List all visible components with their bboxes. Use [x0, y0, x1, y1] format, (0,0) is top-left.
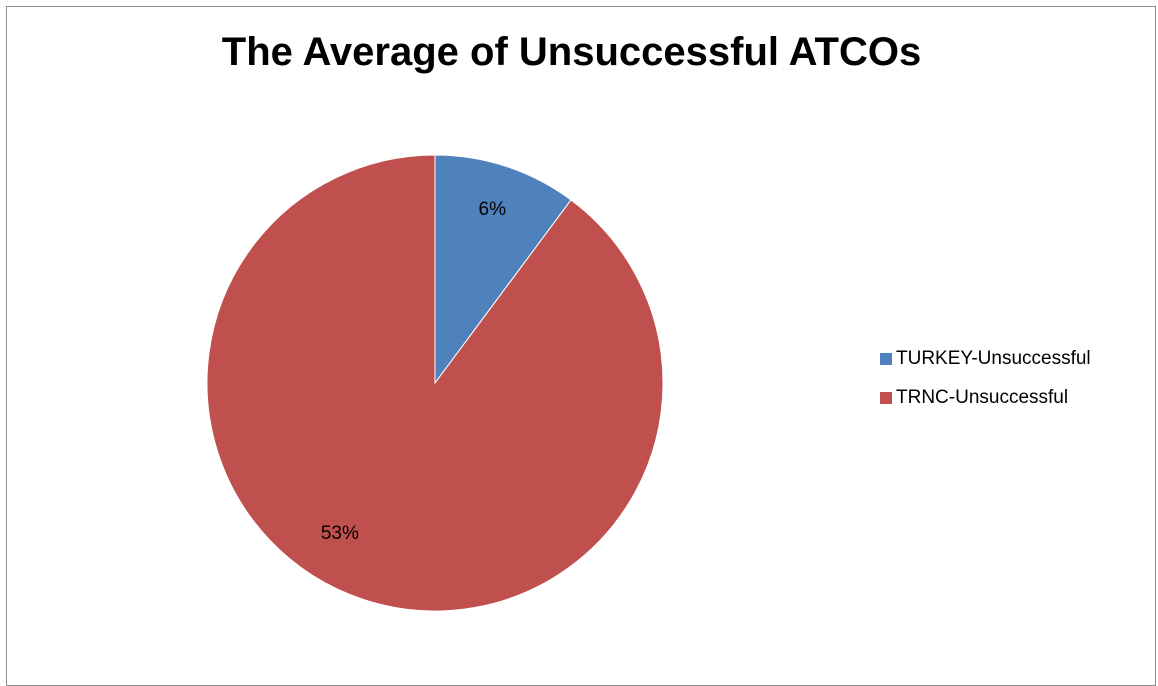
pie-slice-trnc-unsuccessful [206, 154, 664, 612]
legend-label-turkey: TURKEY-Unsuccessful [896, 348, 1091, 369]
chart-title: The Average of Unsuccessful ATCOs [221, 30, 922, 74]
legend-swatch-trnc [880, 392, 892, 404]
legend-label-trnc: TRNC-Unsuccessful [896, 387, 1069, 408]
legend-item-turkey: TURKEY-Unsuccessful [880, 345, 1091, 373]
legend: TURKEY-Unsuccessful TRNC-Unsuccessful [880, 345, 1091, 423]
data-label-trnc-unsuccessful: 53% [321, 523, 359, 544]
legend-swatch-turkey [880, 353, 892, 365]
pie-slice-turkey-unsuccessful [434, 154, 572, 385]
data-label-turkey-unsuccessful: 6% [479, 199, 507, 220]
legend-item-trnc: TRNC-Unsuccessful [880, 384, 1091, 412]
